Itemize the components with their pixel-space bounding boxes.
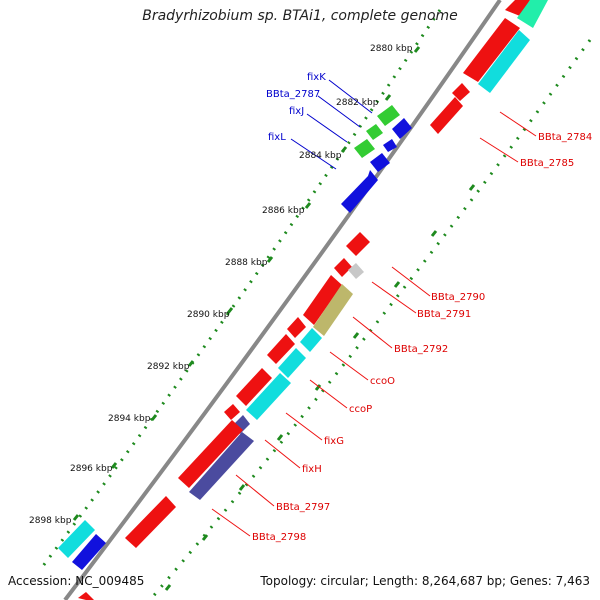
gene-label-fixG: fixG bbox=[324, 436, 344, 447]
gene-label-BBta_2785: BBta_2785 bbox=[520, 158, 574, 169]
gene-ccoP[interactable] bbox=[278, 348, 306, 378]
scale-label: 2880 kbp bbox=[370, 44, 413, 54]
gene-label-BBta_2790: BBta_2790 bbox=[431, 292, 485, 303]
gene-blue-small-2[interactable] bbox=[383, 139, 397, 152]
inner-ticks bbox=[164, 184, 476, 591]
gene-aqua-top[interactable] bbox=[517, 0, 548, 28]
gene-BBta_2790-red[interactable] bbox=[346, 232, 370, 256]
gene-BBta_2797[interactable] bbox=[189, 432, 254, 500]
gene-red-long[interactable] bbox=[178, 420, 243, 488]
gene-blue-bottom[interactable] bbox=[72, 534, 106, 570]
scale-label: 2896 kbp bbox=[70, 464, 113, 474]
gene-blue-small-3[interactable] bbox=[370, 153, 390, 172]
gene-BBta_2785[interactable] bbox=[430, 97, 463, 134]
gene-label-fixK: fixK bbox=[307, 72, 326, 83]
scale-label: 2886 kbp bbox=[262, 206, 305, 216]
inner-dotted-line bbox=[148, 39, 592, 600]
scale-label: 2894 kbp bbox=[108, 414, 151, 424]
gene-BBta_2798[interactable] bbox=[125, 496, 176, 548]
gene-red-mid-3[interactable] bbox=[287, 317, 306, 338]
gene-red-mid-4[interactable] bbox=[267, 334, 295, 364]
accession-text: Accession: NC_009485 bbox=[8, 574, 145, 588]
gene-red-mid-1[interactable] bbox=[334, 258, 352, 277]
gene-label-fixJ: fixJ bbox=[289, 106, 304, 117]
gene-BBta_2791[interactable] bbox=[348, 263, 364, 279]
scale-label: 2890 kbp bbox=[187, 310, 230, 320]
gene-red-top-2[interactable] bbox=[463, 18, 520, 82]
gene-label-fixH: fixH bbox=[302, 464, 322, 475]
backbone-line-inner bbox=[71, 0, 508, 600]
scale-label: 2888 kbp bbox=[225, 258, 268, 268]
blue-leader-lines bbox=[290, 79, 373, 170]
gene-fixJ[interactable] bbox=[354, 139, 375, 158]
gene-label-BBta_2792: BBta_2792 bbox=[394, 344, 448, 355]
gene-BBta_2792[interactable] bbox=[313, 284, 353, 336]
gene-label-ccoP: ccoP bbox=[349, 404, 372, 415]
scale-label: 2884 kbp bbox=[299, 151, 342, 161]
gene-label-BBta_2787: BBta_2787 bbox=[266, 89, 320, 100]
gene-fixG[interactable] bbox=[246, 373, 291, 420]
topology-text: Topology: circular; Length: 8,264,687 bp… bbox=[260, 574, 590, 588]
genome-title: Bradyrhizobium sp. BTAi1, complete genom… bbox=[142, 8, 458, 24]
gene-label-BBta_2784: BBta_2784 bbox=[538, 132, 592, 143]
outer-scale-dotted-line bbox=[38, 9, 442, 571]
gene-red-bottom[interactable] bbox=[78, 592, 94, 600]
gene-label-fixL: fixL bbox=[268, 132, 286, 143]
scale-ticks bbox=[72, 46, 421, 521]
gene-red-top-1[interactable] bbox=[505, 0, 530, 16]
gene-label-BBta_2791: BBta_2791 bbox=[417, 309, 471, 320]
gene-fixK[interactable] bbox=[377, 105, 400, 126]
red-leader-lines bbox=[211, 111, 537, 537]
gene-fixL[interactable] bbox=[341, 170, 378, 213]
gene-BBta_2784[interactable] bbox=[452, 83, 470, 101]
scale-label: 2898 kbp bbox=[29, 516, 72, 526]
gene-label-ccoO: ccoO bbox=[370, 376, 395, 387]
gene-blue-small-1[interactable] bbox=[392, 118, 412, 139]
gene-red-mid-5[interactable] bbox=[236, 368, 272, 406]
gene-cyan-top[interactable] bbox=[478, 30, 530, 93]
scale-label: 2892 kbp bbox=[147, 362, 190, 372]
gene-ccoO[interactable] bbox=[300, 328, 322, 352]
gene-label-BBta_2797: BBta_2797 bbox=[276, 502, 330, 513]
gene-cyan-bottom[interactable] bbox=[58, 520, 95, 558]
gene-BBta_2787[interactable] bbox=[366, 124, 383, 140]
gene-red-mid-2[interactable] bbox=[303, 275, 342, 325]
gene-red-mid-6[interactable] bbox=[224, 404, 240, 420]
scale-label: 2882 kbp bbox=[336, 98, 379, 108]
gene-label-BBta_2798: BBta_2798 bbox=[252, 532, 306, 543]
backbone-line bbox=[63, 0, 502, 600]
